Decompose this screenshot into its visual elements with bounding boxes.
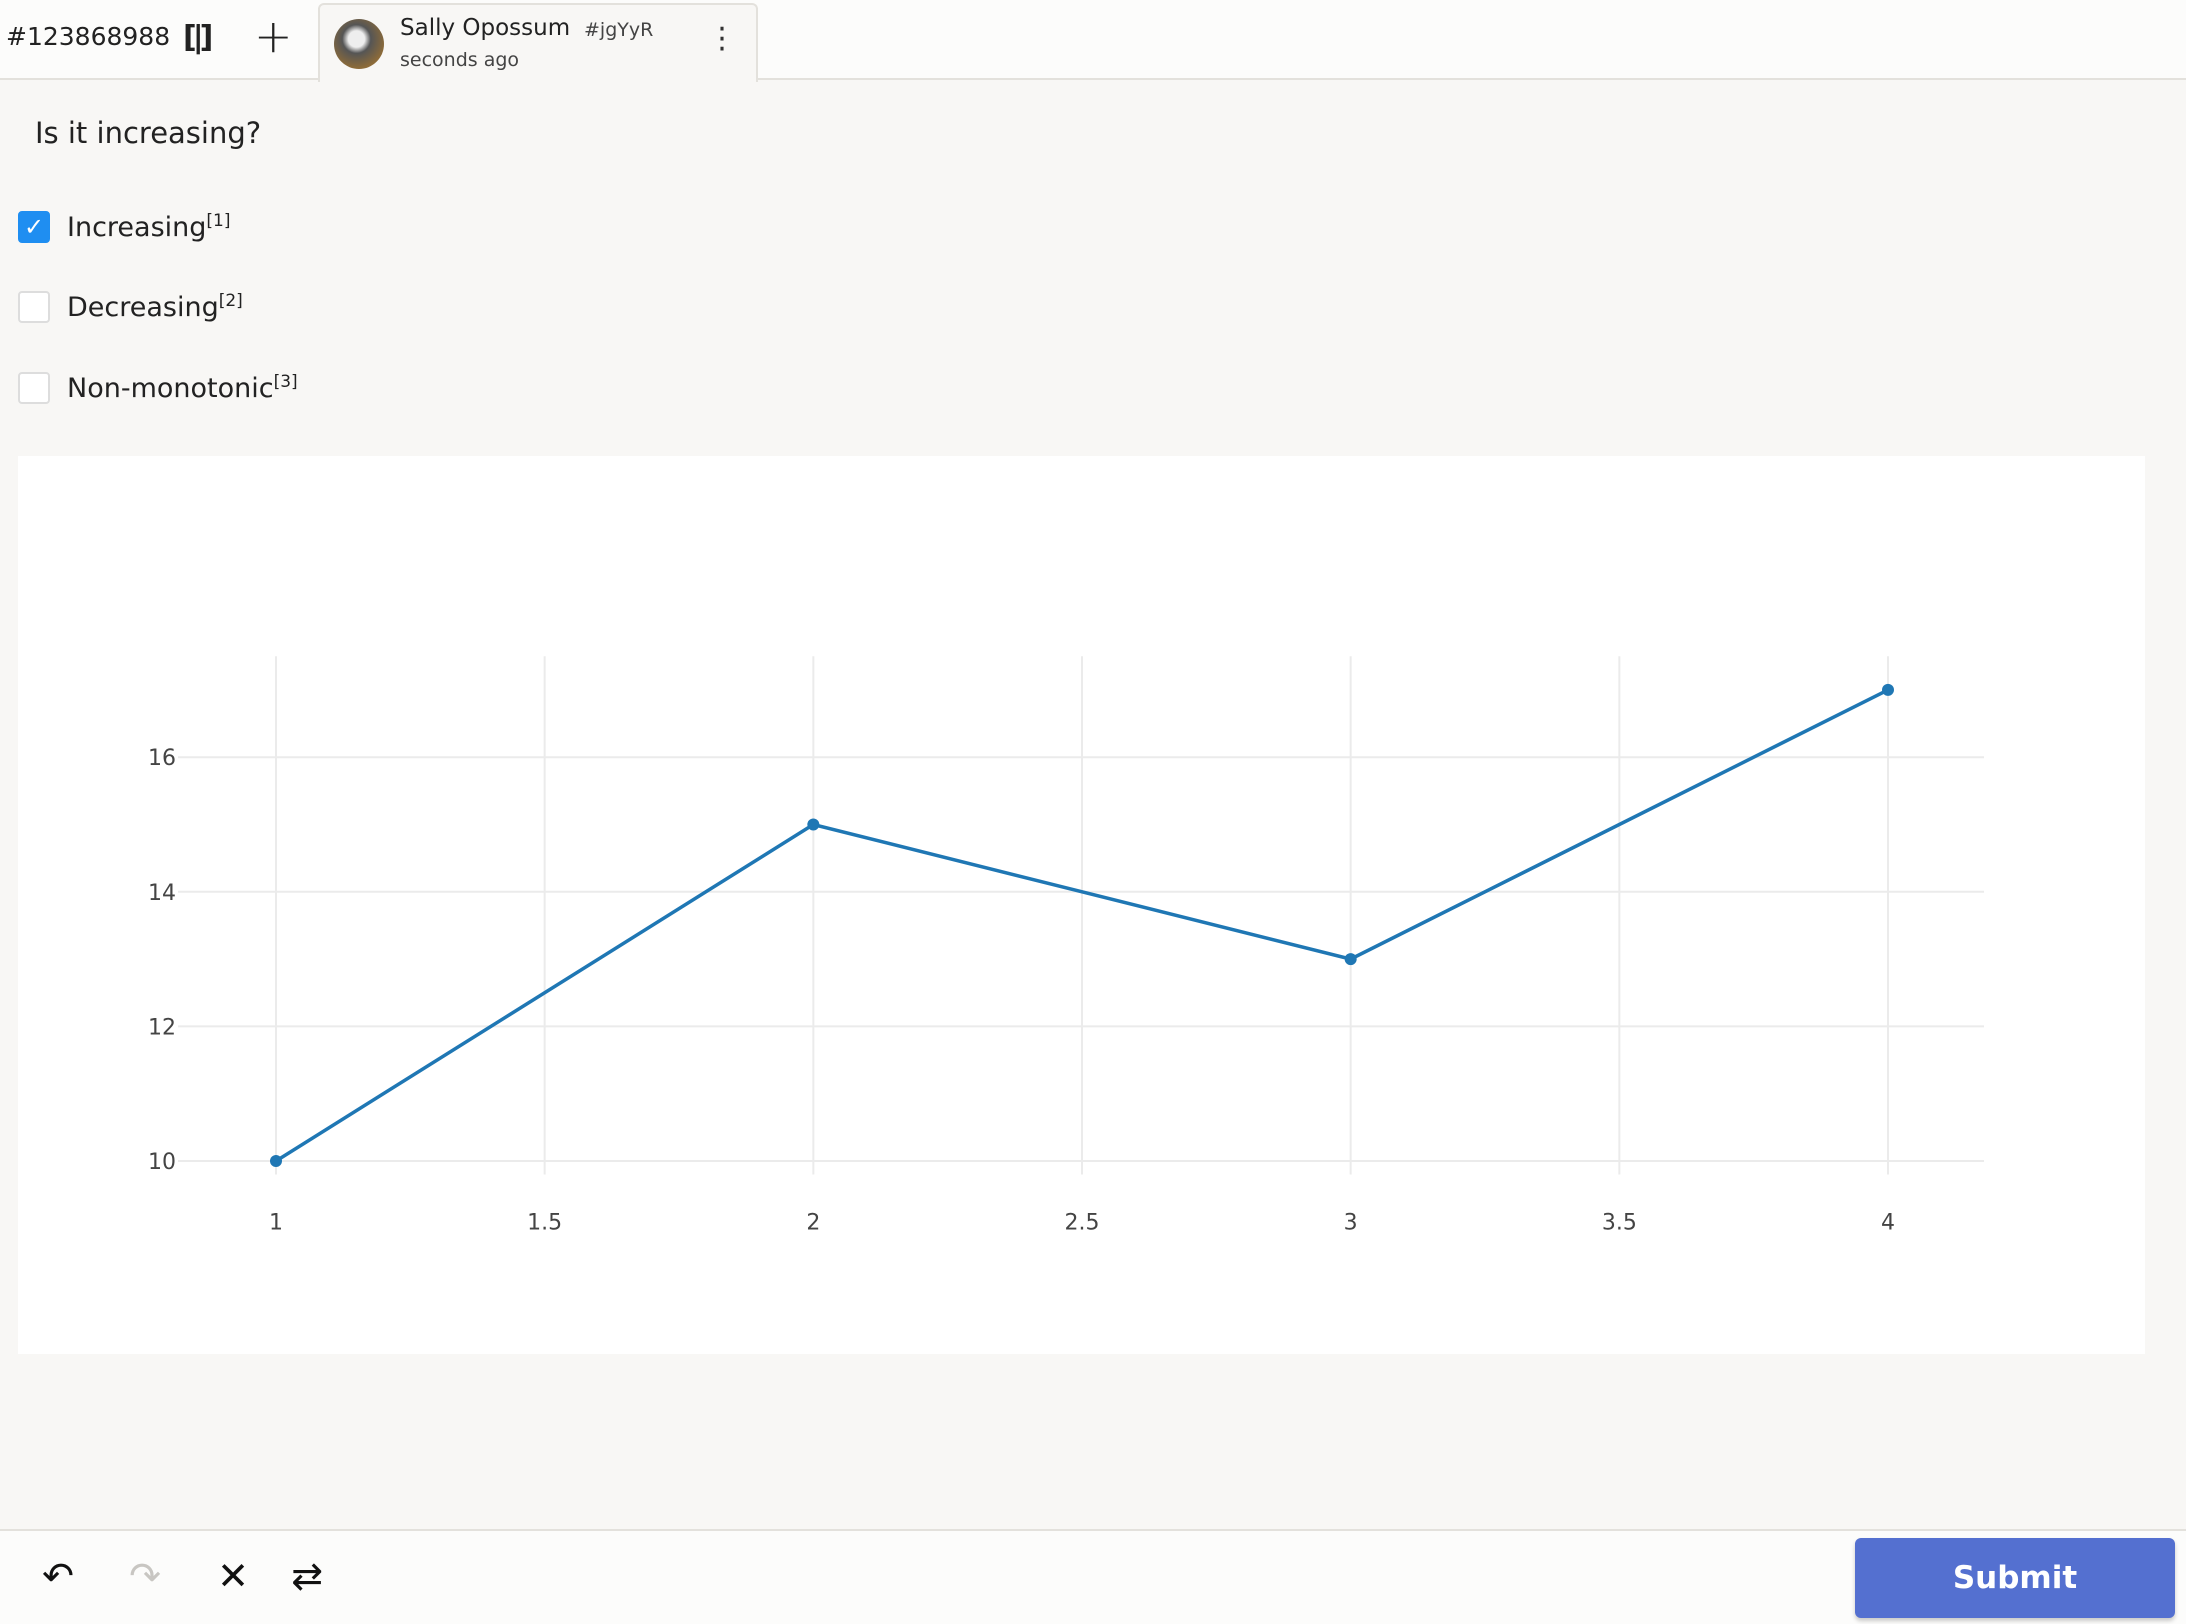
- option-label: Decreasing[2]: [67, 291, 243, 323]
- y-tick-label: 14: [148, 881, 176, 906]
- data-point: [1882, 683, 1894, 696]
- line-chart: 1 1.5 2 2.5 3 3.5 4 10 12 14 16: [148, 656, 1984, 1235]
- x-tick-label: 1: [269, 1210, 283, 1235]
- timestamp: seconds ago: [400, 49, 520, 71]
- y-tick-label: 10: [148, 1150, 176, 1175]
- data-point: [270, 1155, 282, 1167]
- plus-icon[interactable]: +: [254, 9, 293, 63]
- option-increasing[interactable]: ✓ Increasing[1]: [18, 211, 231, 243]
- checkbox-increasing[interactable]: ✓: [18, 211, 50, 243]
- data-point: [1344, 953, 1357, 966]
- x-tick-label: 2: [806, 1210, 820, 1235]
- submit-button[interactable]: Submit: [1855, 1538, 2175, 1618]
- chart-card: 1 1.5 2 2.5 3 3.5 4 10 12 14 16: [18, 456, 2145, 1354]
- split-view-icon[interactable]: [|]: [183, 20, 213, 55]
- header: #123868988 [|] + Sally Opossum #jgYyR se…: [0, 0, 2186, 82]
- undo-icon[interactable]: ↶: [42, 1554, 74, 1598]
- option-decreasing[interactable]: Decreasing[2]: [18, 291, 243, 323]
- user-hash: #jgYyR: [584, 19, 654, 41]
- option-label: Increasing[1]: [67, 211, 231, 243]
- user-name: Sally Opossum: [400, 15, 571, 41]
- question-title: Is it increasing?: [35, 116, 262, 150]
- checkbox-decreasing[interactable]: [18, 291, 50, 323]
- kebab-icon[interactable]: · · ·: [717, 12, 727, 67]
- x-tick-label: 3: [1344, 1210, 1358, 1235]
- y-tick-label: 12: [148, 1015, 176, 1040]
- bottom-toolbar: ↶ ↷ ✕ ⇄ Submit: [0, 1529, 2186, 1624]
- checkbox-non-monotonic[interactable]: [18, 372, 50, 404]
- option-label: Non-monotonic[3]: [67, 372, 298, 404]
- redo-icon[interactable]: ↷: [129, 1554, 161, 1598]
- x-tick-label: 4: [1881, 1210, 1895, 1235]
- avatar: [334, 19, 384, 69]
- data-point: [807, 818, 820, 831]
- annotation-tab[interactable]: Sally Opossum #jgYyR seconds ago · · ·: [318, 3, 758, 82]
- close-icon[interactable]: ✕: [217, 1554, 249, 1598]
- settings-icon[interactable]: ⇄: [291, 1554, 323, 1598]
- x-tick-label: 1.5: [527, 1210, 562, 1235]
- option-non-monotonic[interactable]: Non-monotonic[3]: [18, 372, 298, 404]
- series-line: [275, 688, 1889, 1163]
- x-tick-label: 2.5: [1065, 1210, 1100, 1235]
- task-id: #123868988: [6, 22, 171, 51]
- x-tick-label: 3.5: [1602, 1210, 1637, 1235]
- y-tick-label: 16: [148, 746, 176, 771]
